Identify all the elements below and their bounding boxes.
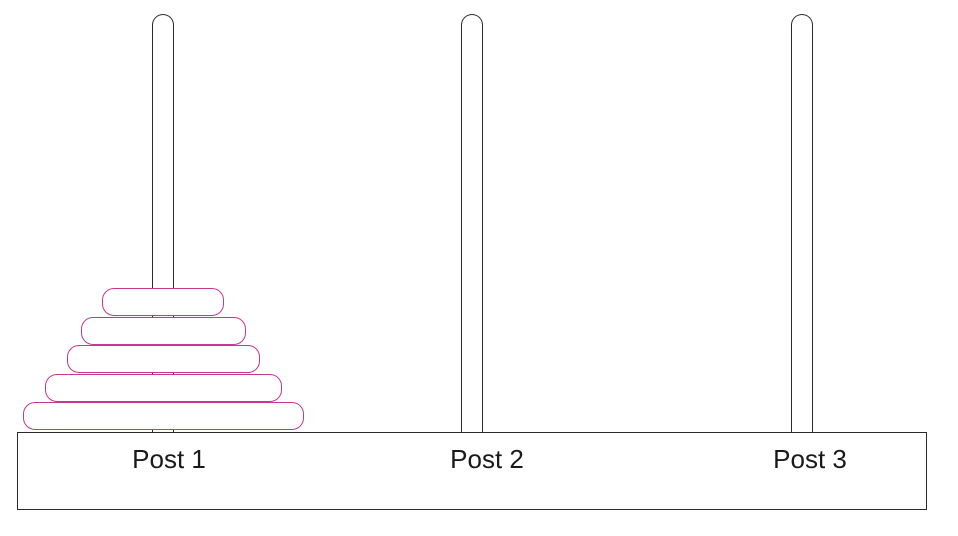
post-3-label: Post 3 [773, 444, 847, 474]
disk-3 [67, 345, 260, 373]
post-1-label: Post 1 [132, 444, 206, 474]
post-2-peg [461, 14, 483, 433]
post-3-peg [791, 14, 813, 433]
post-2-label: Post 2 [450, 444, 524, 474]
base-platform [17, 432, 927, 510]
disk-2 [81, 317, 246, 345]
disk-1 [102, 288, 224, 316]
disk-4 [45, 374, 282, 402]
disk-5 [23, 402, 304, 430]
